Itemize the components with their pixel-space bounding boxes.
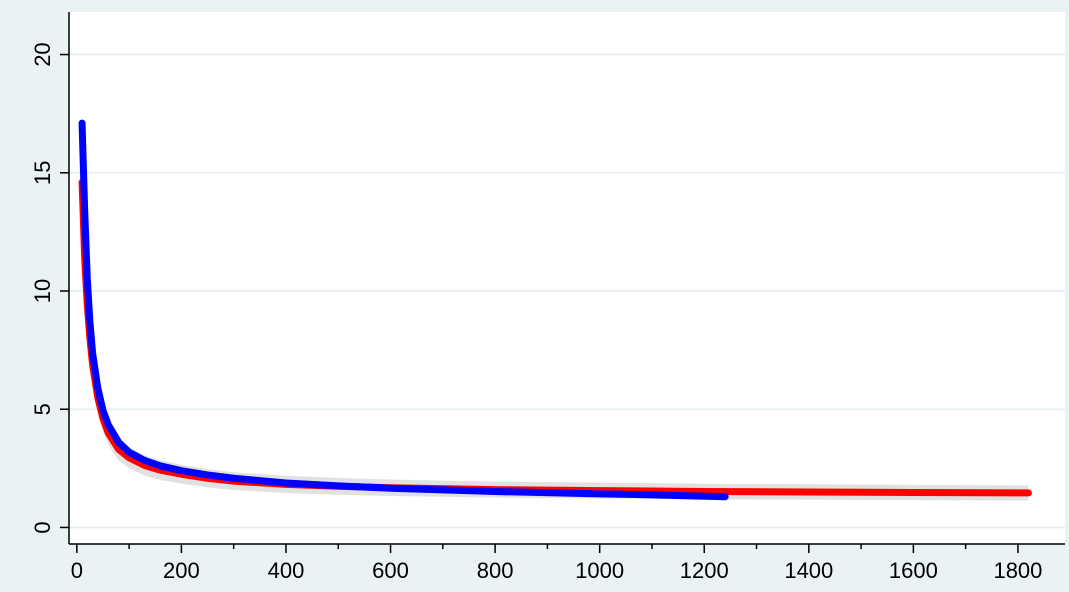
series-0-point-9 [127, 456, 131, 460]
series-1-point-7 [101, 408, 105, 412]
series-1-point-5 [91, 350, 95, 354]
series-1-point-6 [96, 386, 100, 390]
series-1-point-9 [117, 440, 121, 444]
series-1-point-15 [232, 476, 236, 480]
series-0-point-8 [117, 447, 121, 451]
series-1-point-18 [389, 486, 393, 490]
series-1-point-1 [81, 157, 85, 161]
plot-area [69, 12, 1065, 544]
series-1-point-20 [598, 492, 602, 496]
series-1-point-12 [158, 464, 162, 468]
x-tick-label-9: 1800 [993, 558, 1042, 583]
x-tick-label-0: 0 [71, 558, 83, 583]
x-axis-ticks: 0 200 400 600 800 1000 1200 1400 1600 1800 [71, 544, 1042, 583]
series-1-point-8 [106, 423, 110, 427]
series-1-point-0 [80, 121, 84, 125]
series-0-point-23 [1026, 491, 1030, 495]
series-1-point-11 [143, 459, 147, 463]
x-tick-label-8: 1600 [889, 558, 938, 583]
series-1-point-21 [650, 493, 654, 497]
x-tick-label-6: 1200 [680, 558, 729, 583]
series-0-point-22 [911, 490, 915, 494]
series-1-point-19 [493, 490, 497, 494]
x-tick-label-4: 800 [477, 558, 514, 583]
x-tick-label-1: 200 [163, 558, 200, 583]
x-tick-label-3: 600 [372, 558, 409, 583]
series-1-point-22 [723, 495, 727, 499]
y-tick-label-0: 0 [30, 521, 55, 533]
series-1-point-16 [284, 481, 288, 485]
series-0-point-20 [702, 490, 706, 494]
x-tick-label-7: 1400 [784, 558, 833, 583]
series-1-point-14 [206, 473, 210, 477]
series-1-point-17 [336, 484, 340, 488]
x-tick-label-5: 1000 [575, 558, 624, 583]
series-1-point-10 [127, 450, 131, 454]
series-1-point-2 [83, 209, 87, 213]
series-0-point-10 [143, 464, 147, 468]
y-axis-ticks: 0 5 10 15 20 [30, 42, 69, 534]
series-lines [78, 119, 1032, 501]
x-tick-label-2: 400 [268, 558, 305, 583]
y-tick-label-2: 10 [30, 279, 55, 303]
series-0-point-21 [807, 490, 811, 494]
series-1-point-3 [85, 277, 89, 281]
grid-lines [69, 53, 1065, 529]
y-tick-label-3: 15 [30, 161, 55, 185]
y-tick-label-1: 5 [30, 403, 55, 415]
y-tick-label-4: 20 [30, 42, 55, 66]
series-1-point-13 [179, 469, 183, 473]
series-1-point-4 [88, 320, 92, 324]
